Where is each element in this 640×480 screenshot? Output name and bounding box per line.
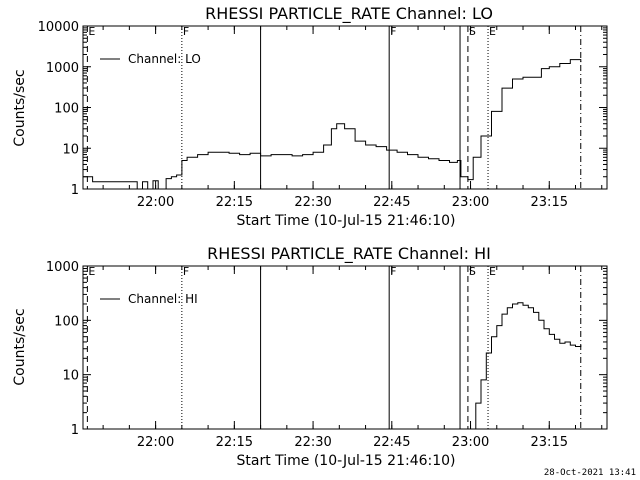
event-marker-label: E (489, 25, 496, 38)
event-marker-label: F (390, 265, 396, 278)
legend: Channel: HI (100, 292, 198, 306)
plot-frame (82, 25, 608, 190)
x-axis-ticks: 22:00 22:15 22:30 22:45 23:00 23:15 (102, 26, 603, 210)
series-layer (470, 302, 582, 430)
x-axis-ticks: 22:00 22:15 22:30 22:45 23:00 23:15 (102, 266, 603, 450)
x-tick-label: 22:00 (137, 435, 174, 450)
event-marker-label: E (88, 25, 95, 38)
event-marker-label: S (469, 25, 476, 38)
legend-entry: Channel: HI (128, 292, 198, 306)
chart-panel-lo: RHESSI PARTICLE_RATE Channel: LO Counts/… (12, 4, 608, 229)
series-line (470, 302, 582, 430)
x-tick-label: 23:15 (531, 435, 568, 450)
y-tick-label: 10 (62, 369, 79, 384)
event-marker-label: E (489, 265, 496, 278)
x-tick-label: 22:45 (373, 435, 410, 450)
x-tick-label: 22:30 (294, 195, 331, 210)
y-axis-label: Counts/sec (12, 69, 28, 146)
y-tick-label: 1000 (46, 260, 79, 275)
y-tick-label: 10000 (38, 20, 79, 35)
chart-title: RHESSI PARTICLE_RATE Channel: HI (207, 244, 491, 264)
x-tick-label: 22:15 (216, 435, 253, 450)
y-tick-label: 1 (71, 423, 79, 438)
event-marker-label: F (183, 265, 189, 278)
chart-title: RHESSI PARTICLE_RATE Channel: LO (205, 4, 493, 24)
chart-panel-hi: RHESSI PARTICLE_RATE Channel: HI Counts/… (12, 244, 608, 469)
y-tick-label: 1 (71, 183, 79, 198)
y-tick-label: 10 (62, 142, 79, 157)
series-layer (83, 59, 582, 190)
x-tick-label: 22:15 (216, 195, 253, 210)
y-axis-label: Counts/sec (12, 308, 28, 385)
plot-frame (82, 265, 608, 430)
y-tick-label: 100 (54, 314, 79, 329)
x-tick-label: 22:30 (294, 435, 331, 450)
x-tick-label: 23:00 (452, 195, 489, 210)
x-tick-label: 23:15 (531, 195, 568, 210)
y-tick-label: 1000 (46, 61, 79, 76)
x-tick-label: 23:00 (452, 435, 489, 450)
legend: Channel: LO (100, 52, 201, 66)
x-axis-label: Start Time (10-Jul-15 21:46:10) (236, 453, 455, 469)
y-axis-ticks: 1 10 100 1000 10000 (38, 20, 607, 198)
event-marker-label: S (469, 265, 476, 278)
y-tick-label: 100 (54, 102, 79, 117)
x-tick-label: 22:00 (137, 195, 174, 210)
y-axis-ticks: 1 10 100 1000 (46, 260, 607, 438)
series-line (83, 59, 582, 190)
x-axis-label: Start Time (10-Jul-15 21:46:10) (236, 213, 455, 229)
legend-entry: Channel: LO (128, 52, 201, 66)
event-marker-label: F (390, 25, 396, 38)
footer-timestamp: 28-Oct-2021 13:41 (544, 468, 636, 478)
event-marker-label: F (183, 25, 189, 38)
event-marker-label: E (88, 265, 95, 278)
x-tick-label: 22:45 (373, 195, 410, 210)
